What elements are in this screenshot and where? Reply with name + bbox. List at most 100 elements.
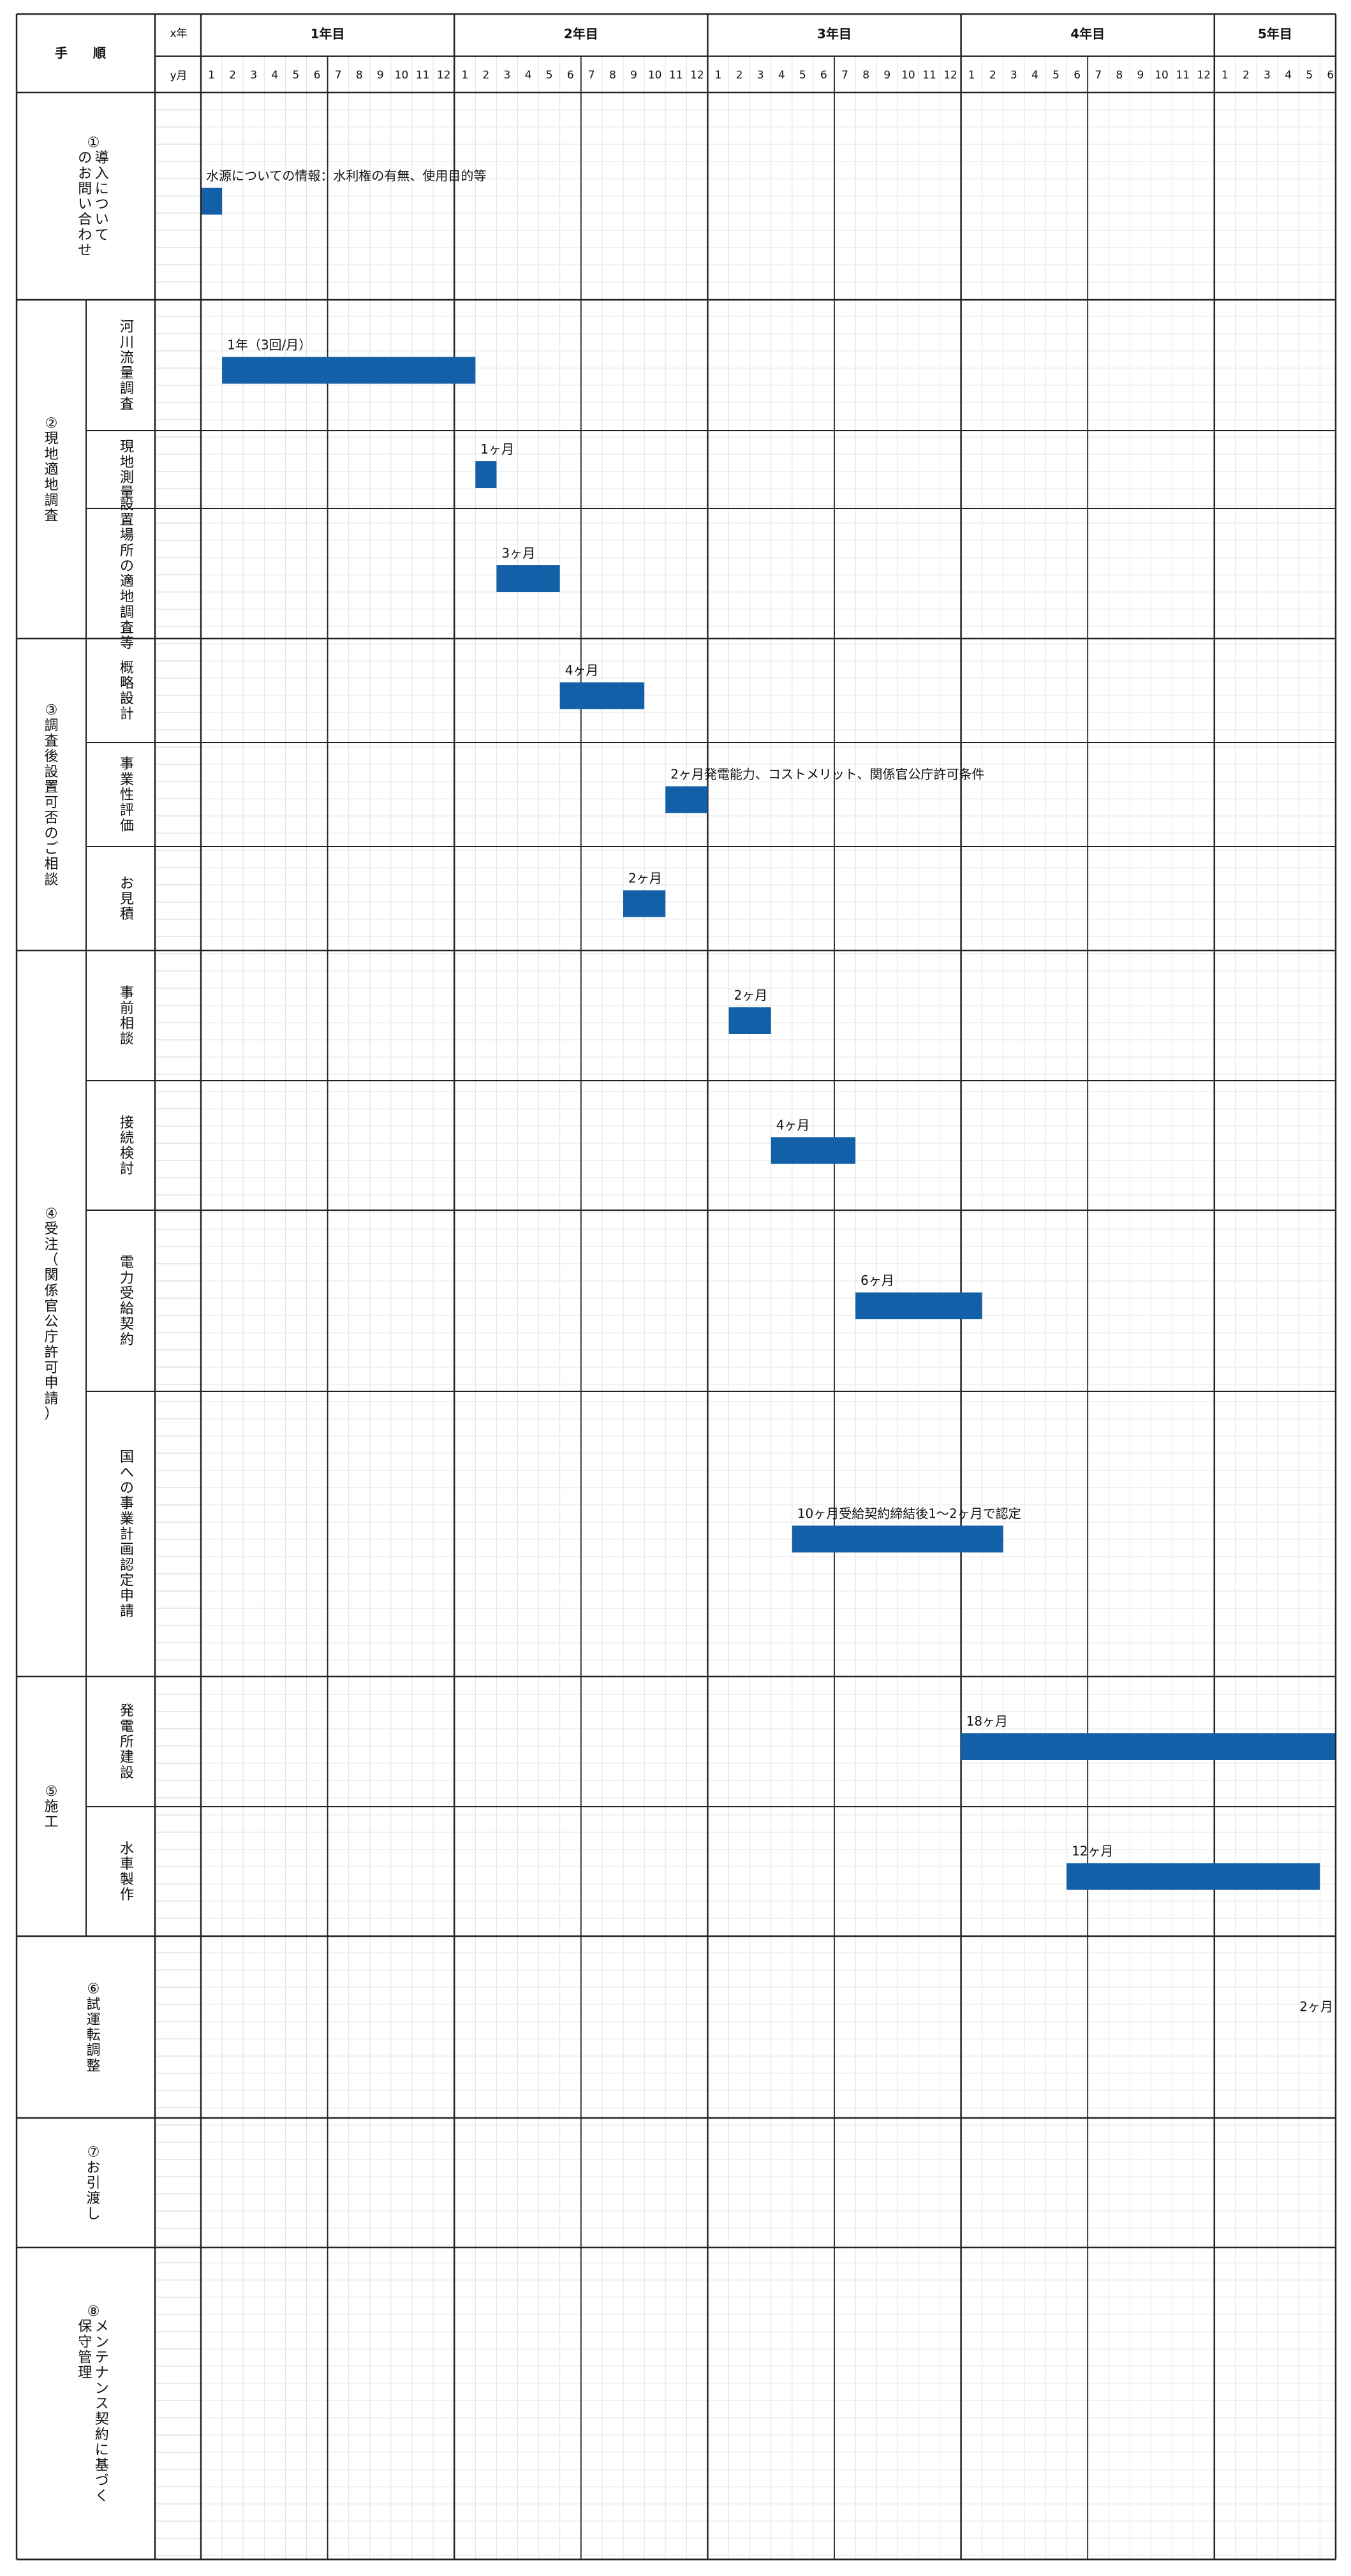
month-tick-label: 4 — [1031, 69, 1038, 82]
month-tick-labels: 1 2 3 4 5 6 7 8 9 10 11 12 1 2 3 4 5 6 7 8 9 10 11 12 1 2 3 4 5 6 7 8 9 1… — [208, 69, 1334, 82]
month-tick-label: 3 — [1010, 69, 1017, 82]
month-tick-label: 12 — [690, 69, 704, 82]
month-tick-label: 1 — [1222, 69, 1229, 82]
task-label-text: 発電所建設 — [120, 1703, 134, 1781]
phase-label-text: 調査後設置可否のご相談 — [44, 718, 58, 888]
phase-label-number: ③ — [45, 702, 58, 718]
task-annotation: 12ヶ月 — [1072, 1844, 1113, 1859]
phase-label-text: 施工 — [44, 1799, 58, 1830]
table-borders — [15, 13, 1337, 2561]
month-tick-label: 12 — [943, 69, 957, 82]
phase-label-text: 試運転調整 — [86, 1997, 100, 2075]
year-label: 5年目 — [1258, 26, 1292, 41]
month-tick-label: 3 — [757, 69, 764, 82]
task-label: 事業性評価 — [120, 757, 134, 834]
task-label: 設置場所の適地調査等 — [120, 497, 134, 651]
task-bars — [201, 188, 1336, 1890]
month-tick-label: 1 — [208, 69, 215, 82]
month-tick-label: 11 — [922, 69, 936, 82]
task-label-text: 事業性評価 — [120, 757, 134, 834]
phase-label: ④受注（関係官公庁許可申請） — [44, 1206, 58, 1423]
task-bar — [496, 565, 560, 592]
month-tick-label: 10 — [395, 69, 409, 82]
month-tick-label: 9 — [1137, 69, 1144, 82]
task-label: 発電所建設 — [120, 1703, 134, 1781]
month-tick-label: 7 — [841, 69, 848, 82]
month-tick-label: 1 — [968, 69, 975, 82]
task-label-text: お見積 — [120, 876, 134, 922]
task-label-text: 事前相談 — [120, 985, 134, 1047]
phase-label-text: 現地適地調査 — [44, 431, 58, 524]
month-tick-label: 10 — [1155, 69, 1169, 82]
month-tick-label: 12 — [1197, 69, 1211, 82]
month-tick-label: 7 — [1095, 69, 1102, 82]
month-tick-label: 4 — [271, 69, 278, 82]
month-tick-label: 3 — [1264, 69, 1271, 82]
phase-label-text: お引渡し — [86, 2160, 100, 2222]
task-bar — [201, 188, 223, 215]
month-tick-label: 11 — [1176, 69, 1190, 82]
month-tick-label: 9 — [630, 69, 637, 82]
task-bar — [855, 1292, 982, 1319]
month-tick-label: 10 — [648, 69, 662, 82]
month-tick-label: 4 — [525, 69, 532, 82]
header: 手 順 x年 y月 1年目 2年目 3年目 4年目 5年目 1 2 3 4 5 6 7 8 9 10 11 1… — [55, 26, 1334, 82]
task-annotation: 3ヶ月 — [501, 545, 535, 561]
task-label-text: 河川流量調査 — [120, 320, 134, 413]
phase-label-number: ① — [87, 135, 100, 151]
year-label: 4年目 — [1070, 26, 1105, 41]
month-tick-label: 2 — [482, 69, 489, 82]
month-tick-label: 5 — [799, 69, 806, 82]
month-tick-label: 8 — [356, 69, 363, 82]
month-tick-label: 3 — [250, 69, 257, 82]
major-gridlines — [327, 14, 1216, 2559]
task-annotation: 10ヶ月受給契約締結後1～2ヶ月で認定 — [797, 1506, 1021, 1521]
task-bar — [222, 357, 476, 384]
task-annotation: 2ヶ月発電能力、コストメリット、関係官公庁許可条件 — [670, 767, 984, 782]
month-tick-label: 1 — [715, 69, 722, 82]
month-tick-label: 6 — [314, 69, 321, 82]
task-bar — [771, 1137, 856, 1164]
year-label: 3年目 — [817, 26, 852, 41]
task-bar — [475, 461, 497, 488]
phase-label-number: ④ — [45, 1206, 58, 1222]
task-label: 電力受給契約 — [120, 1255, 134, 1348]
month-tick-label: 2 — [989, 69, 996, 82]
phase-label-text: 導入について — [95, 151, 109, 244]
month-tick-label: 6 — [1074, 69, 1081, 82]
phase-label-text: 保守管理 — [78, 2319, 92, 2381]
phase-label: ⑤施工 — [44, 1784, 58, 1830]
task-label: 水車製作 — [120, 1841, 134, 1903]
procedure-header: 手 順 — [55, 45, 107, 61]
month-tick-label: 2 — [736, 69, 743, 82]
year-labels: 1年目 2年目 3年目 4年目 5年目 — [311, 26, 1292, 41]
year-unit-label: x年 — [170, 27, 187, 40]
task-bar — [961, 1733, 1336, 1760]
task-bar — [1067, 1863, 1320, 1890]
task-label-text: 水車製作 — [120, 1841, 134, 1903]
task-bar — [623, 890, 666, 917]
task-label-text: 概略設計 — [120, 660, 134, 722]
month-tick-label: 2 — [1243, 69, 1250, 82]
task-label-text: 国への事業計画認定申請 — [120, 1449, 134, 1620]
task-annotation: 4ヶ月 — [565, 663, 599, 678]
task-annotation: 6ヶ月 — [860, 1273, 894, 1288]
task-label: 河川流量調査 — [120, 320, 134, 413]
month-tick-label: 8 — [609, 69, 616, 82]
task-annotation: 1年（3回/月） — [227, 337, 311, 353]
phase-label-text: メンテナンス契約に基づく — [95, 2319, 109, 2505]
year-label: 2年目 — [564, 26, 598, 41]
month-tick-label: 2 — [229, 69, 236, 82]
phase-label-number: ⑧ — [87, 2304, 100, 2320]
month-tick-label: 6 — [820, 69, 827, 82]
year-label: 1年目 — [311, 26, 345, 41]
task-label-text: 現地測量 — [120, 439, 134, 501]
month-tick-label: 7 — [588, 69, 595, 82]
month-tick-label: 12 — [437, 69, 451, 82]
month-tick-label: 7 — [335, 69, 342, 82]
